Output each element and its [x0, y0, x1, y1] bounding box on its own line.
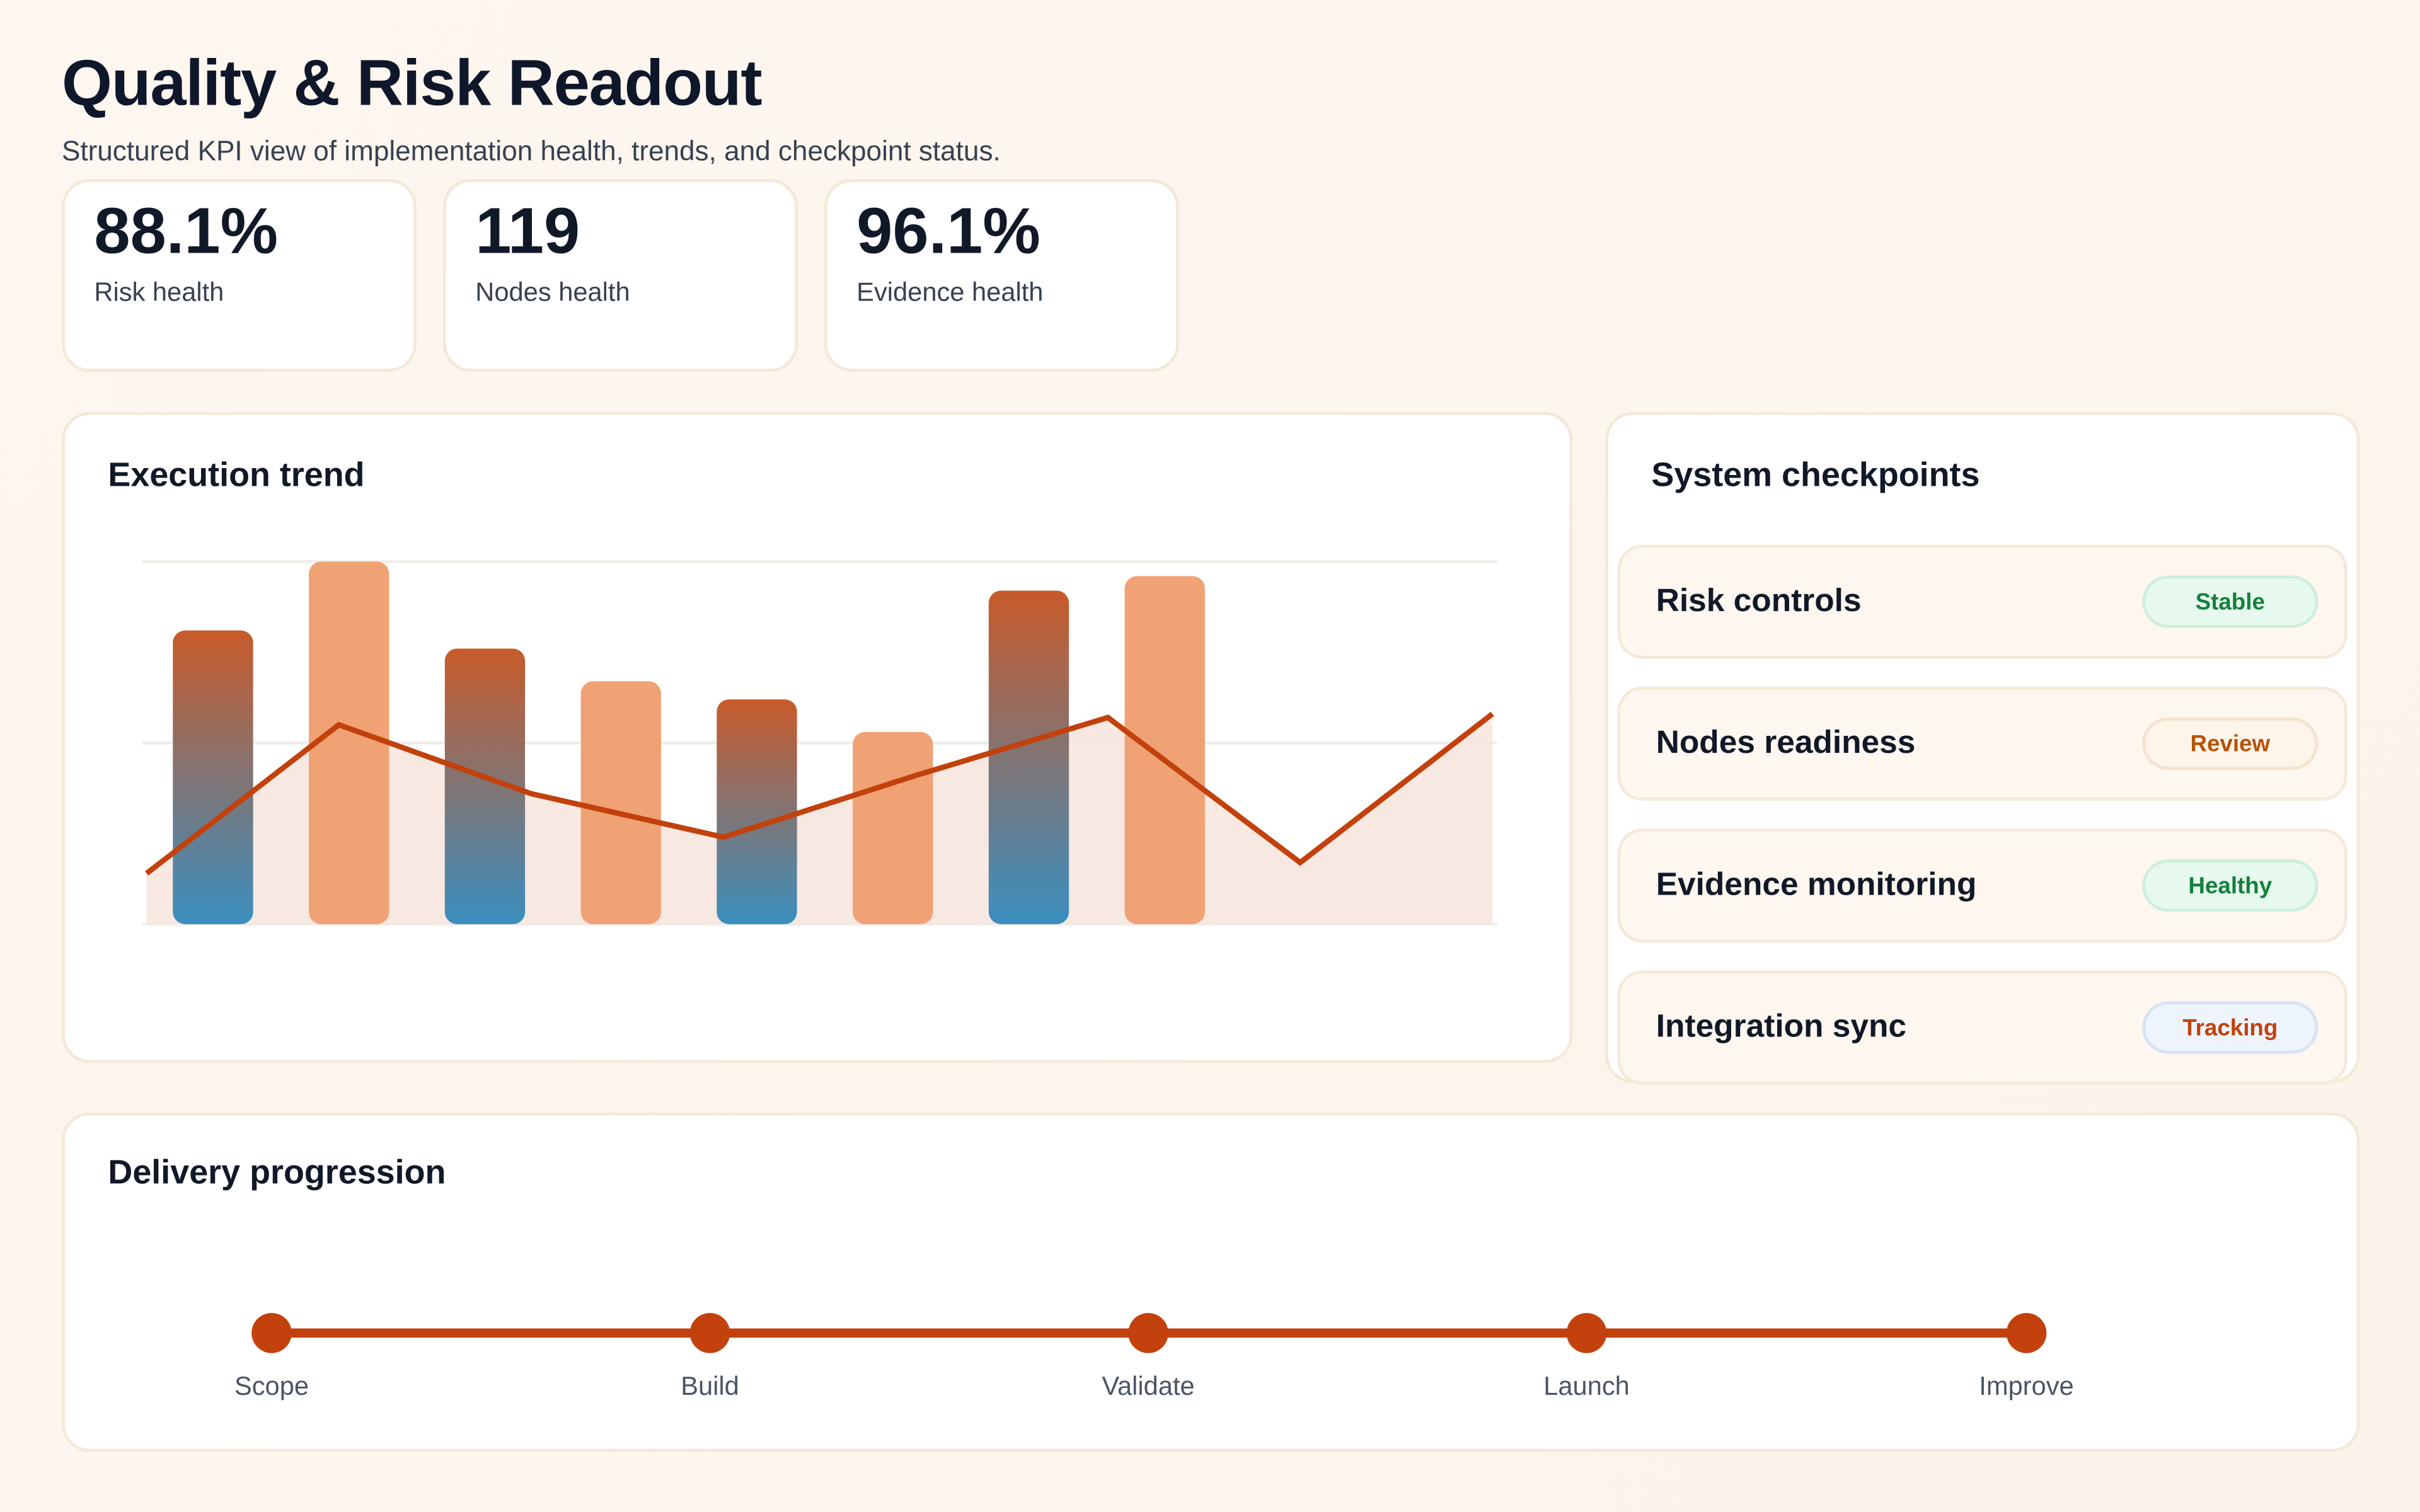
page-title: Quality & Risk Readout [61, 46, 763, 119]
checkpoint-label: Evidence monitoring [1656, 867, 1977, 903]
bar [853, 731, 933, 924]
kpi-label: Risk health [94, 277, 224, 307]
page-subtitle: Structured KPI view of implementation he… [61, 135, 1001, 167]
step-label: Validate [1102, 1372, 1195, 1401]
step-marker [1566, 1313, 1607, 1353]
execution-trend-chart [142, 559, 1497, 926]
status-badge: Healthy [2142, 859, 2319, 912]
checkpoint-label: Nodes readiness [1656, 725, 1916, 761]
step-marker [2006, 1313, 2047, 1353]
kpi-card-evidence-health: 96.1% Evidence health [824, 179, 1180, 372]
execution-trend-title: Execution trend [108, 455, 365, 494]
bar [988, 590, 1069, 924]
step-label: Build [681, 1372, 739, 1401]
kpi-label: Nodes health [475, 277, 630, 307]
kpi-card-risk-health: 88.1% Risk health [61, 179, 417, 372]
kpi-value: 119 [475, 194, 580, 267]
delivery-progression-title: Delivery progression [108, 1152, 446, 1191]
kpi-value: 88.1% [94, 194, 279, 267]
checkpoint-item: Nodes readiness Review [1617, 686, 2348, 801]
bar [717, 699, 797, 924]
trend-line [145, 711, 1494, 876]
checkpoint-item: Integration sync Tracking [1617, 970, 2348, 1085]
step-label: Scope [234, 1372, 309, 1401]
step-marker [689, 1313, 730, 1353]
step-marker [251, 1313, 292, 1353]
delivery-progression-card: Delivery progression [61, 1112, 2360, 1452]
bar [1124, 576, 1205, 924]
bar [309, 561, 389, 924]
checkpoint-label: Integration sync [1656, 1009, 1906, 1045]
step-marker [1128, 1313, 1168, 1353]
kpi-value: 96.1% [856, 194, 1040, 267]
status-badge: Stable [2142, 575, 2319, 628]
bar [173, 630, 253, 924]
kpi-label: Evidence health [856, 277, 1044, 307]
checkpoint-item: Risk controls Stable [1617, 544, 2348, 659]
bar [444, 648, 526, 924]
step-label: Improve [1979, 1372, 2074, 1401]
execution-trend-card: Execution trend [61, 411, 1573, 1063]
checkpoint-label: Risk controls [1656, 583, 1862, 619]
kpi-card-nodes-health: 119 Nodes health [442, 179, 798, 372]
status-badge: Tracking [2142, 1001, 2319, 1054]
step-label: Launch [1543, 1372, 1630, 1401]
system-checkpoints-title: System checkpoints [1651, 455, 1980, 494]
checkpoint-item: Evidence monitoring Healthy [1617, 828, 2348, 943]
status-badge: Review [2142, 717, 2319, 770]
bar [580, 681, 661, 924]
